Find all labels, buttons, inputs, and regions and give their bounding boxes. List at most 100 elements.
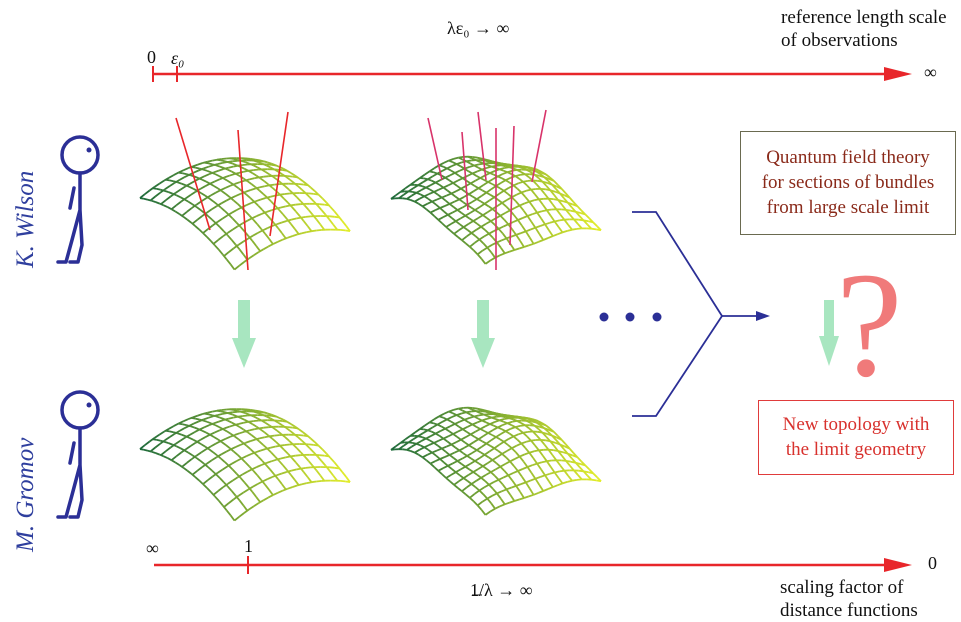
mesh-segment	[261, 462, 267, 466]
mesh-segment	[325, 201, 331, 208]
mesh-segment	[524, 173, 530, 178]
mesh-segment	[446, 418, 452, 423]
mesh-segment	[295, 461, 301, 468]
mesh-segment	[241, 455, 247, 460]
mesh-segment	[188, 185, 194, 190]
mesh-segment	[491, 165, 496, 169]
mesh-segment	[545, 436, 551, 442]
mesh-segment	[538, 198, 544, 206]
mesh-segment	[529, 417, 535, 421]
mesh-segment	[296, 216, 302, 220]
mesh-segment	[224, 411, 230, 415]
mesh-segment	[501, 232, 508, 239]
mesh-segment	[418, 202, 423, 208]
mesh-segment	[218, 175, 224, 179]
mesh-segment	[213, 185, 219, 190]
mesh-segment	[439, 184, 445, 189]
mesh-segment	[498, 190, 505, 195]
mesh-segment	[518, 205, 525, 212]
mesh-segment	[207, 159, 213, 163]
mesh-segment	[277, 489, 283, 494]
mesh-segment	[596, 476, 602, 482]
mesh-segment	[489, 172, 495, 176]
bottom-axis-caption: scaling factor of distance functions	[780, 576, 918, 622]
mesh-segment	[242, 408, 247, 411]
mesh-segment	[446, 167, 452, 172]
mesh-segment	[461, 235, 468, 241]
mesh-segment	[170, 455, 177, 461]
mesh-segment	[290, 172, 296, 177]
mesh-segment	[488, 196, 495, 202]
mesh-segment	[298, 434, 304, 437]
mesh-segment	[256, 474, 262, 481]
mesh-segment	[433, 188, 440, 193]
mesh-segment	[272, 240, 279, 245]
mesh-segment	[207, 224, 214, 230]
mesh-segment	[567, 479, 573, 483]
mesh-segment	[498, 441, 505, 446]
mesh-segment	[525, 479, 531, 484]
mesh-segment	[452, 161, 457, 165]
mesh-segment	[263, 160, 268, 164]
mesh-segment	[490, 217, 497, 222]
mesh-segment	[512, 418, 518, 422]
mesh-segment	[220, 206, 226, 212]
mesh-segment	[224, 210, 230, 216]
mesh-segment	[516, 442, 522, 447]
mesh-segment	[541, 171, 547, 176]
mesh-segment	[168, 425, 175, 430]
mesh-segment	[423, 193, 430, 198]
mesh-segment	[512, 470, 519, 474]
mesh-segment	[541, 422, 547, 427]
mesh-segment	[434, 458, 441, 463]
mesh-segment	[316, 229, 322, 232]
mesh-segment	[520, 191, 526, 198]
mesh-segment	[259, 428, 265, 433]
mesh-segment	[288, 439, 294, 445]
mesh-segment	[268, 489, 274, 496]
mesh-segment	[260, 168, 266, 173]
mesh-segment	[509, 494, 516, 502]
mesh-segment	[186, 207, 193, 213]
mesh-segment	[207, 466, 213, 472]
mesh-segment	[466, 483, 473, 489]
mesh-segment	[203, 173, 210, 178]
mesh-segment	[487, 159, 492, 162]
mesh-segment	[255, 425, 261, 431]
mesh-segment	[307, 460, 314, 467]
mesh-segment	[167, 457, 172, 461]
mesh-segment	[489, 256, 496, 262]
mesh-segment	[231, 209, 238, 214]
mesh-segment	[438, 164, 444, 168]
mesh-segment	[503, 438, 510, 443]
mesh-segment	[195, 456, 201, 462]
mesh-segment	[212, 239, 219, 245]
mesh-segment	[239, 426, 244, 431]
mesh-segment	[207, 413, 213, 417]
mesh-segment	[474, 457, 481, 462]
mesh-segment	[524, 424, 530, 429]
mesh-segment	[220, 199, 227, 205]
mesh-segment	[271, 223, 278, 227]
mesh-segment	[214, 244, 220, 251]
mesh-segment	[571, 206, 577, 213]
mesh-segment	[497, 163, 502, 167]
mesh-segment	[235, 443, 241, 448]
mesh-segment	[441, 473, 447, 479]
mesh-segment	[173, 171, 179, 176]
mesh-segment	[538, 233, 545, 241]
mesh-segment	[495, 465, 501, 471]
mesh-segment	[225, 448, 232, 453]
mesh-segment	[268, 424, 274, 429]
mesh-segment	[536, 212, 542, 219]
mesh-segment	[567, 228, 573, 232]
mesh-segment	[243, 481, 250, 488]
mesh-segment	[514, 204, 520, 209]
wilson-head	[60, 135, 100, 175]
mesh-segment	[200, 443, 206, 448]
mesh-segment	[165, 195, 172, 201]
mesh-segment	[143, 448, 149, 452]
mesh-segment	[471, 423, 477, 428]
mesh-segment	[265, 446, 271, 450]
mesh-segment	[395, 442, 402, 448]
